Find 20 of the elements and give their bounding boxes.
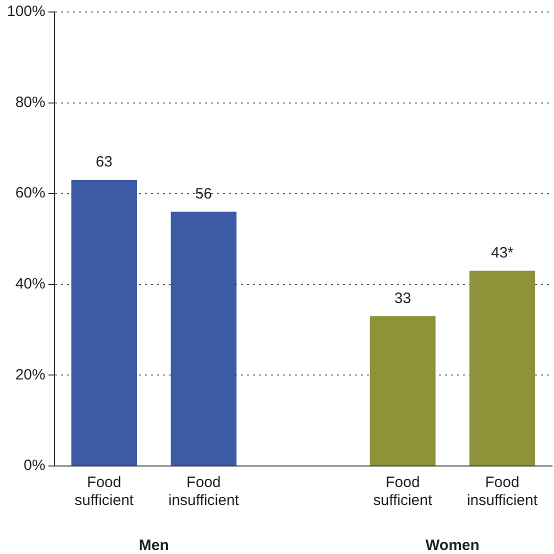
bar xyxy=(71,180,137,466)
y-tick-label: 80% xyxy=(15,94,46,111)
data-label: 33 xyxy=(394,290,412,307)
x-tick-label: Food sufficient xyxy=(74,474,134,510)
y-tick-label: 20% xyxy=(15,366,46,384)
y-tick-label: 0% xyxy=(24,457,46,474)
data-label: 43* xyxy=(490,244,514,262)
y-tick-label: 40% xyxy=(15,276,46,293)
y-tick-label: 60% xyxy=(15,184,46,202)
y-tick-label: 100% xyxy=(6,3,46,20)
text: Men xyxy=(138,537,169,554)
bar xyxy=(170,212,236,466)
bar xyxy=(370,316,436,466)
data-label: 56 xyxy=(195,185,212,202)
x-tick-label: Food insufficient xyxy=(466,474,538,510)
x-tick-label: Food insufficient xyxy=(168,474,240,510)
data-label: 63 xyxy=(96,154,112,171)
text: Women xyxy=(426,537,480,554)
bar xyxy=(469,270,536,466)
x-tick-label: Food sufficient xyxy=(373,474,433,510)
